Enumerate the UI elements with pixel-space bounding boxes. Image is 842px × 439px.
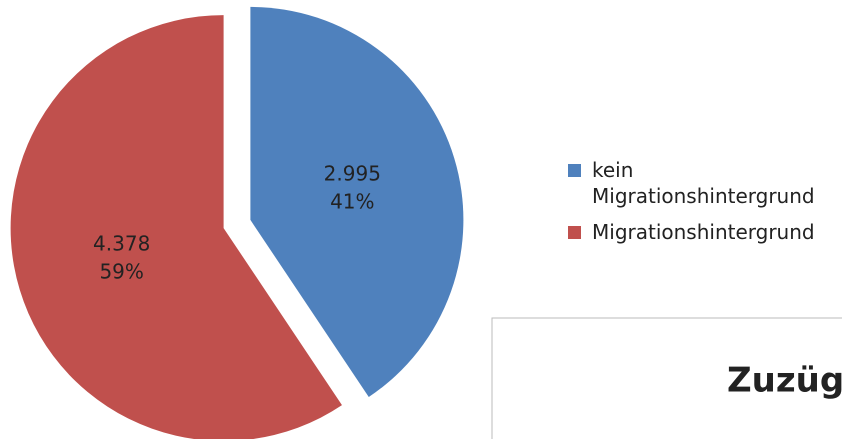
value-label: 2.995: [324, 162, 381, 186]
legend: kein Migrationshintergrund Migrationshint…: [568, 157, 830, 255]
legend-swatch: [568, 164, 581, 177]
percent-label: 59%: [99, 259, 143, 283]
legend-item: Migrationshintergrund: [568, 219, 830, 245]
pie-slice: [10, 15, 342, 439]
legend-label: Migrationshintergrund: [592, 220, 815, 244]
inset-box: [491, 317, 842, 439]
inset-title: Zuzüg: [727, 361, 842, 401]
legend-label: kein Migrationshintergrund: [592, 158, 815, 208]
legend-swatch: [568, 226, 581, 239]
pie-slice: [250, 6, 464, 398]
legend-item: kein Migrationshintergrund: [568, 157, 830, 209]
value-label: 4.378: [93, 231, 150, 255]
percent-label: 41%: [330, 190, 374, 214]
